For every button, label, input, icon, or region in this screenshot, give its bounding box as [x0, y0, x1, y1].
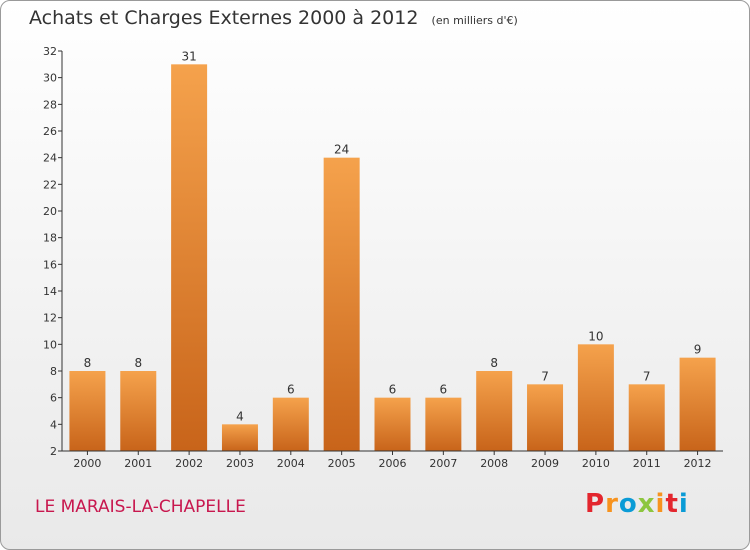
bar-value-label: 9: [694, 343, 702, 357]
logo-letter: x: [637, 489, 656, 519]
bar: [323, 157, 360, 451]
bar: [171, 64, 208, 452]
bar-value-label: 7: [643, 369, 651, 383]
x-tick-label: 2008: [480, 457, 508, 470]
chart-header: Achats et Charges Externes 2000 à 2012 (…: [29, 7, 518, 29]
y-tick-label: 18: [43, 232, 57, 245]
x-tick-label: 2004: [277, 457, 305, 470]
bar-value-label: 8: [490, 356, 498, 370]
x-tick-label: 2001: [124, 457, 152, 470]
bar: [69, 371, 106, 451]
x-tick-label: 2000: [73, 457, 101, 470]
y-tick-label: 10: [43, 338, 57, 351]
bar: [577, 344, 614, 451]
bar-value-label: 4: [236, 409, 244, 423]
x-tick-label: 2009: [531, 457, 559, 470]
bar: [679, 357, 716, 451]
bar: [476, 371, 513, 451]
logo-letter: t: [665, 489, 679, 519]
bar-value-label: 7: [541, 369, 549, 383]
y-tick-label: 2: [50, 445, 57, 458]
bar: [527, 384, 564, 451]
bar: [272, 397, 309, 451]
x-tick-label: 2011: [633, 457, 661, 470]
bar-value-label: 8: [134, 356, 142, 370]
bar-value-label: 8: [84, 356, 92, 370]
x-tick-label: 2003: [226, 457, 254, 470]
proxiti-logo: Proxiti: [585, 489, 689, 519]
logo-letter: i: [655, 489, 666, 519]
x-tick-label: 2012: [684, 457, 712, 470]
bar-value-label: 31: [181, 49, 196, 63]
y-tick-label: 24: [43, 152, 57, 165]
y-tick-label: 22: [43, 178, 57, 191]
bar: [221, 424, 258, 451]
logo-letter: P: [585, 489, 606, 519]
x-tick-label: 2002: [175, 457, 203, 470]
y-tick-label: 4: [50, 418, 57, 431]
y-tick-label: 8: [50, 365, 57, 378]
y-tick-label: 26: [43, 125, 57, 138]
y-tick-label: 16: [43, 258, 57, 271]
bar-value-label: 24: [334, 143, 349, 157]
x-tick-label: 2007: [429, 457, 457, 470]
chart-unit: (en milliers d'€): [431, 14, 518, 27]
x-tick-label: 2005: [328, 457, 356, 470]
bar-value-label: 6: [440, 383, 448, 397]
y-tick-label: 28: [43, 98, 57, 111]
x-tick-label: 2006: [379, 457, 407, 470]
bar: [374, 397, 411, 451]
y-tick-label: 20: [43, 205, 57, 218]
bar-value-label: 10: [588, 329, 603, 343]
bar: [120, 371, 157, 451]
bar-value-label: 6: [389, 383, 397, 397]
y-tick-label: 32: [43, 45, 57, 58]
bar-value-label: 6: [287, 383, 295, 397]
y-tick-label: 12: [43, 312, 57, 325]
y-tick-label: 30: [43, 72, 57, 85]
logo-letter: r: [605, 489, 619, 519]
y-tick-label: 14: [43, 285, 57, 298]
bar: [425, 397, 462, 451]
x-axis: 2000 2001 2002 2003 2004 2005 2006 2007 2008 2009…: [62, 450, 723, 470]
logo-letter: i: [678, 489, 689, 519]
y-tick-label: 6: [50, 392, 57, 405]
place-name: LE MARAIS-LA-CHAPELLE: [35, 497, 246, 517]
logo-letter: o: [618, 489, 638, 519]
bar: [628, 384, 665, 451]
x-tick-label: 2010: [582, 457, 610, 470]
chart-title: Achats et Charges Externes 2000 à 2012: [29, 7, 419, 29]
bars: 8 8 31 4 6 24 6 6 8 7 10 7 9: [69, 49, 716, 452]
